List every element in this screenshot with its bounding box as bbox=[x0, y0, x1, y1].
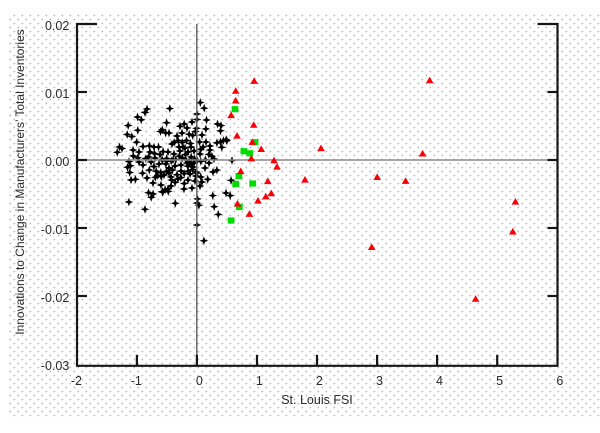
svg-text:-1: -1 bbox=[131, 374, 142, 388]
svg-text:5: 5 bbox=[496, 374, 503, 388]
svg-text:-0.02: -0.02 bbox=[41, 291, 70, 305]
svg-text:6: 6 bbox=[556, 374, 563, 388]
svg-text:-2: -2 bbox=[71, 374, 82, 388]
svg-text:St. Louis FSI: St. Louis FSI bbox=[281, 393, 353, 407]
svg-text:1: 1 bbox=[256, 374, 263, 388]
svg-text:4: 4 bbox=[436, 374, 443, 388]
svg-text:0.02: 0.02 bbox=[45, 19, 69, 33]
svg-text:2: 2 bbox=[316, 374, 323, 388]
svg-text:Innovations to Change in Manuf: Innovations to Change in Manufacturers’ … bbox=[13, 29, 27, 335]
svg-text:-0.03: -0.03 bbox=[41, 359, 70, 373]
svg-text:0.00: 0.00 bbox=[45, 155, 69, 169]
svg-text:0.01: 0.01 bbox=[45, 87, 69, 101]
svg-text:0: 0 bbox=[196, 374, 203, 388]
svg-text:3: 3 bbox=[376, 374, 383, 388]
svg-text:-0.01: -0.01 bbox=[41, 223, 70, 237]
